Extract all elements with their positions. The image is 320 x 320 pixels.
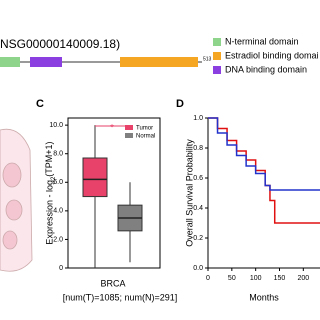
- x-tick-label: 0: [206, 275, 210, 282]
- y-tick-label: 0.6: [193, 175, 203, 182]
- length: 513: [203, 56, 212, 62]
- plot-frame: [67, 117, 161, 269]
- x-tick-label: 150: [274, 275, 286, 282]
- survival-curve: [208, 117, 320, 191]
- n-terminal: [0, 57, 20, 67]
- x-note: [num(T)=1085; num(N)=291]: [63, 292, 178, 302]
- x-tick-label: BRCA: [100, 278, 125, 288]
- y-tick-label: 2.0: [53, 236, 63, 243]
- body-illustration: [0, 128, 33, 272]
- legend-label: Estradiol binding domai: [225, 50, 319, 60]
- y-tick-label: 1.0: [193, 115, 203, 122]
- dna-binding: [30, 57, 62, 67]
- legend-swatch: [125, 133, 133, 138]
- significance: *: [110, 122, 114, 132]
- x-tick-label: 100: [250, 275, 262, 282]
- box: [82, 157, 108, 198]
- gene-id: NSG00000140009.18): [0, 37, 120, 51]
- y-tick-label: 0: [59, 265, 63, 272]
- legend-label: Normal: [136, 134, 155, 140]
- legend-swatch: [213, 52, 221, 60]
- legend-label: DNA binding domain: [225, 64, 307, 74]
- estradiol-binding: [120, 57, 198, 67]
- legend-swatch: [213, 66, 221, 74]
- y-tick-label: 0.2: [193, 235, 203, 242]
- y-tick-label: 8.0: [53, 151, 63, 158]
- y-axis-label-end: (TPM+1): [44, 141, 54, 176]
- y-tick-label: 10.0: [49, 122, 63, 129]
- y-tick-label: 4.0: [53, 208, 63, 215]
- panel-label: C: [36, 98, 44, 110]
- panel-label: D: [176, 98, 184, 110]
- y-tick-label: 0.4: [193, 205, 203, 212]
- y-axis-label: Overall Survival Probability: [184, 139, 194, 247]
- legend-swatch: [213, 38, 221, 46]
- legend-swatch: [125, 125, 133, 130]
- y-tick-label: 0.8: [193, 145, 203, 152]
- x-axis-label: Months: [249, 292, 279, 302]
- legend-label: N-terminal domain: [225, 36, 299, 46]
- x-tick-label: 200: [297, 275, 309, 282]
- y-axis-label: Expression - log2(TPM+1): [44, 141, 56, 244]
- y-tick-label: 0.0: [193, 265, 203, 272]
- y-axis-label-sub: 2: [51, 176, 57, 180]
- legend-label: Tumor: [136, 126, 153, 132]
- x-tick-label: 50: [228, 275, 236, 282]
- survival-curve: [208, 117, 320, 224]
- y-tick-label: 6.0: [53, 179, 63, 186]
